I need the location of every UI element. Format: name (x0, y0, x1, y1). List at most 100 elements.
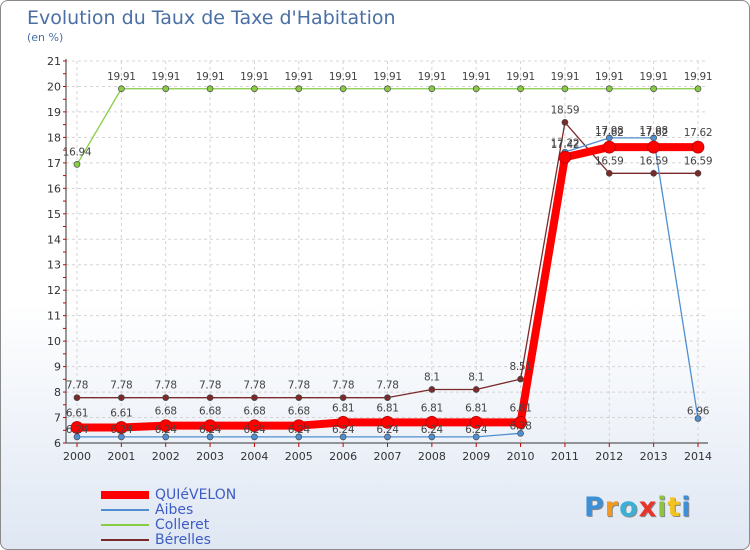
data-label: 19.91 (684, 71, 713, 83)
data-point (694, 415, 702, 422)
data-point (295, 85, 303, 93)
data-label: 7.78 (288, 380, 310, 392)
legend-item-aibes: Aibes (101, 502, 321, 518)
data-label: 16.59 (595, 155, 624, 167)
data-label: 19.91 (107, 71, 136, 83)
data-point (251, 394, 258, 402)
data-label: 6.68 (199, 406, 221, 418)
data-label: 19.91 (595, 71, 624, 83)
data-label: 6.24 (155, 424, 178, 436)
data-label: 6.24 (288, 424, 311, 436)
data-point (517, 85, 524, 93)
data-point (73, 161, 81, 168)
data-label: 6.81 (421, 402, 443, 414)
data-label: 16.59 (684, 155, 713, 167)
data-point (118, 85, 125, 93)
data-label: 6.81 (376, 402, 398, 414)
y-tick-label: 15 (47, 208, 61, 221)
data-label: 6.96 (687, 406, 710, 418)
x-tick-label: 2007 (374, 450, 402, 463)
data-point (561, 85, 569, 93)
data-label: 6.61 (110, 407, 132, 419)
data-label: 16.59 (639, 155, 668, 167)
y-tick-label: 7 (54, 412, 61, 425)
chart-subtitle: (en %) (27, 31, 64, 44)
data-point (691, 140, 705, 154)
data-point (428, 386, 436, 393)
data-point (425, 416, 439, 429)
x-tick-label: 2009 (462, 450, 490, 463)
data-point (251, 85, 258, 93)
x-tick-label: 2004 (240, 450, 268, 463)
legend-swatch (101, 491, 149, 499)
data-label: 19.91 (639, 71, 668, 83)
data-point (384, 433, 391, 441)
y-tick-label: 9 (54, 361, 61, 374)
y-tick-label: 13 (47, 259, 61, 272)
data-point (295, 394, 303, 402)
logo-letter: i (681, 492, 692, 523)
data-point (428, 433, 436, 441)
data-point (248, 419, 261, 433)
x-tick-label: 2010 (507, 450, 535, 463)
data-label: 6.24 (332, 424, 355, 436)
data-label: 6.24 (243, 424, 266, 436)
logo-letter: x (638, 492, 658, 523)
legend-item-berelles: Bérelles (101, 532, 321, 548)
x-tick-label: 2001 (107, 450, 135, 463)
y-tick-label: 18 (47, 131, 61, 144)
logo-letter: i (657, 492, 668, 523)
y-tick-label: 16 (47, 182, 61, 195)
x-tick-label: 2008 (418, 450, 446, 463)
data-point (472, 433, 480, 441)
data-point (647, 140, 660, 154)
data-label: 19.91 (506, 71, 535, 83)
x-tick-label: 2000 (63, 450, 91, 463)
legend-item-quievelon: QUIéVELON (101, 487, 321, 503)
data-label: 19.91 (196, 71, 225, 83)
data-label: 19.91 (373, 71, 402, 83)
data-label: 8.51 (509, 361, 531, 373)
logo-letter: o (619, 492, 639, 523)
data-point (428, 85, 436, 93)
data-point (162, 85, 170, 93)
data-point (206, 433, 214, 441)
data-label: 19.91 (329, 71, 358, 83)
data-point (339, 85, 347, 93)
x-tick-label: 2002 (152, 450, 180, 463)
data-point (162, 394, 170, 402)
data-label: 19.91 (151, 71, 180, 83)
data-point (118, 433, 125, 441)
data-point (605, 169, 613, 177)
data-point (206, 394, 214, 402)
legend-swatch (101, 524, 149, 526)
y-tick-label: 17 (47, 157, 61, 170)
data-label: 7.78 (110, 380, 132, 392)
data-point (517, 375, 524, 383)
data-label: 19.91 (462, 71, 491, 83)
data-label: 7.78 (243, 380, 265, 392)
legend-label: QUIéVELON (155, 487, 237, 503)
x-tick-label: 2006 (329, 450, 357, 463)
data-point (561, 119, 569, 126)
data-label: 6.24 (66, 424, 89, 436)
data-point (162, 433, 170, 441)
data-label: 7.78 (199, 380, 221, 392)
x-tick-label: 2013 (640, 450, 668, 463)
y-tick-label: 21 (47, 55, 61, 68)
data-label: 8.1 (424, 372, 440, 384)
data-point (339, 394, 347, 402)
data-point (694, 169, 702, 177)
data-point (203, 419, 217, 433)
data-point (295, 433, 303, 441)
data-label: 8.1 (468, 372, 484, 384)
data-point (73, 433, 81, 441)
chart-title: Evolution du Taux de Taxe d'Habitation (27, 7, 396, 29)
data-label: 17.62 (639, 127, 668, 139)
x-tick-label: 2003 (196, 450, 224, 463)
data-point (650, 169, 657, 177)
data-point (650, 85, 657, 93)
logo-letter: t (667, 492, 682, 523)
